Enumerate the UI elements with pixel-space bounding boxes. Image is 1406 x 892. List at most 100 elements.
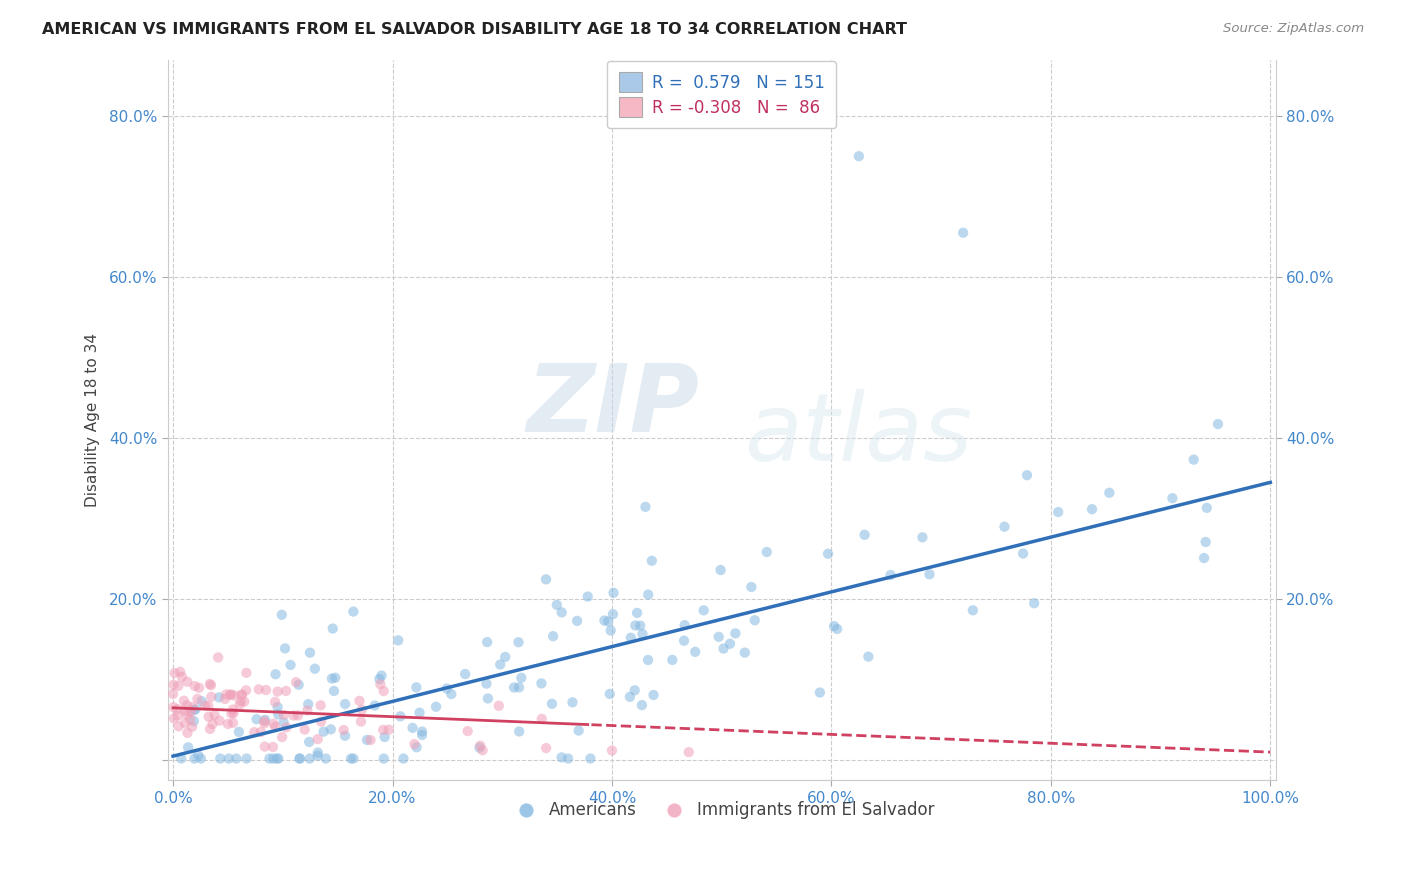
Point	[848, 149, 870, 163]
Point	[713, 641, 735, 656]
Point	[858, 649, 880, 664]
Point	[208, 714, 231, 728]
Point	[1081, 502, 1104, 516]
Point	[471, 743, 494, 757]
Point	[392, 751, 415, 765]
Point	[298, 735, 321, 749]
Point	[332, 723, 354, 737]
Point	[200, 678, 222, 692]
Point	[488, 698, 510, 713]
Point	[187, 748, 209, 763]
Point	[454, 667, 477, 681]
Text: AMERICAN VS IMMIGRANTS FROM EL SALVADOR DISABILITY AGE 18 TO 34 CORRELATION CHAR: AMERICAN VS IMMIGRANTS FROM EL SALVADOR …	[42, 22, 907, 37]
Point	[350, 703, 373, 717]
Point	[254, 683, 277, 698]
Point	[167, 679, 190, 693]
Point	[641, 554, 664, 568]
Point	[315, 751, 337, 765]
Point	[190, 751, 212, 765]
Point	[734, 646, 756, 660]
Point	[952, 226, 974, 240]
Point	[266, 751, 288, 765]
Point	[404, 737, 426, 751]
Point	[530, 712, 553, 726]
Point	[436, 681, 458, 696]
Point	[222, 715, 245, 730]
Point	[710, 563, 733, 577]
Point	[475, 635, 498, 649]
Point	[162, 687, 184, 701]
Point	[387, 633, 409, 648]
Point	[368, 672, 391, 686]
Point	[602, 607, 624, 622]
Point	[599, 687, 621, 701]
Point	[253, 714, 276, 728]
Point	[508, 635, 530, 649]
Point	[163, 666, 186, 681]
Point	[619, 690, 641, 704]
Text: Source: ZipAtlas.com: Source: ZipAtlas.com	[1223, 22, 1364, 36]
Point	[245, 712, 267, 726]
Point	[508, 724, 530, 739]
Point	[962, 603, 984, 617]
Point	[364, 698, 387, 713]
Point	[401, 721, 423, 735]
Point	[626, 606, 648, 620]
Point	[222, 702, 245, 716]
Point	[174, 704, 197, 718]
Point	[176, 707, 198, 722]
Point	[235, 683, 257, 698]
Point	[1195, 500, 1218, 515]
Point	[201, 717, 224, 731]
Text: ZIP: ZIP	[527, 359, 700, 451]
Point	[307, 748, 329, 763]
Point	[222, 706, 245, 720]
Point	[229, 698, 252, 712]
Point	[718, 637, 741, 651]
Point	[198, 677, 221, 691]
Point	[307, 732, 329, 747]
Point	[1024, 596, 1046, 610]
Point	[600, 743, 623, 757]
Point	[808, 685, 831, 699]
Point	[207, 650, 229, 665]
Point	[208, 690, 231, 705]
Point	[637, 588, 659, 602]
Point	[683, 645, 706, 659]
Point	[879, 568, 901, 582]
Point	[177, 740, 200, 755]
Point	[631, 627, 654, 641]
Point	[287, 708, 309, 723]
Point	[170, 670, 193, 684]
Point	[188, 681, 211, 695]
Point	[307, 746, 329, 760]
Point	[183, 703, 205, 717]
Point	[1012, 547, 1035, 561]
Point	[411, 724, 433, 739]
Point	[214, 692, 236, 706]
Point	[217, 717, 239, 731]
Point	[231, 688, 253, 702]
Point	[373, 723, 395, 737]
Point	[389, 709, 412, 723]
Point	[181, 720, 204, 734]
Point	[162, 678, 184, 692]
Point	[190, 694, 212, 708]
Point	[342, 751, 364, 765]
Point	[673, 618, 696, 632]
Point	[221, 706, 243, 721]
Point	[247, 682, 270, 697]
Point	[1047, 505, 1070, 519]
Point	[225, 751, 247, 765]
Point	[333, 729, 356, 743]
Point	[250, 725, 273, 739]
Point	[541, 697, 564, 711]
Point	[593, 614, 616, 628]
Point	[468, 740, 491, 755]
Point	[173, 694, 195, 708]
Point	[263, 716, 285, 731]
Point	[1192, 551, 1215, 566]
Point	[266, 700, 288, 714]
Point	[231, 688, 253, 702]
Point	[274, 641, 297, 656]
